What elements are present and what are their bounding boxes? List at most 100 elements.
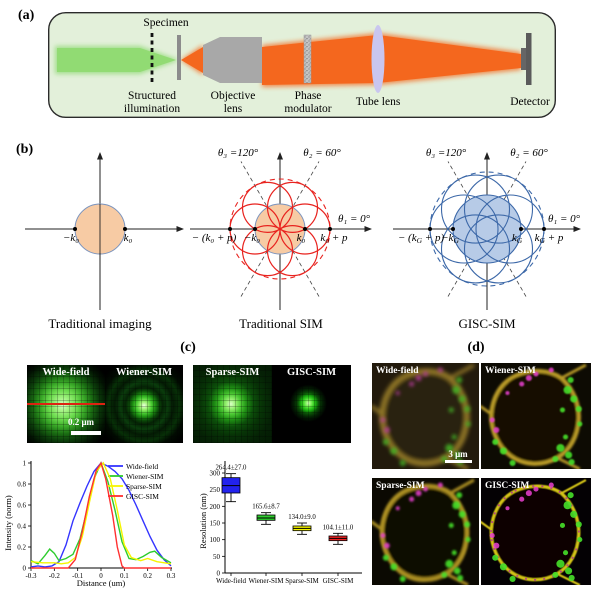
green-puncta	[492, 554, 499, 561]
green-puncta	[458, 395, 466, 403]
green-puncta	[567, 377, 574, 383]
x-tick-label: 0.1	[120, 572, 129, 580]
magenta-puncta	[493, 427, 500, 433]
green-puncta	[452, 501, 461, 510]
x-axis-label: Distance (um)	[77, 578, 126, 588]
k0-label: k₀	[297, 232, 306, 244]
emission-beam	[181, 33, 521, 87]
y-axis-label: Intensity (norm)	[3, 495, 13, 551]
cell-image-sparse-sim	[372, 478, 479, 585]
green-puncta	[390, 447, 398, 455]
shifted-otf-circles	[229, 181, 331, 277]
green-puncta	[382, 439, 389, 445]
psf-image-sparse-sim: Sparse-SIM	[193, 365, 272, 443]
magenta-puncta	[525, 375, 532, 381]
cell-sparse-label: Sparse-SIM	[376, 481, 425, 491]
structured-illumination-label-1: Structured	[128, 90, 176, 102]
mean-annotation: 104.1±11.0	[323, 524, 354, 531]
magenta-puncta	[525, 490, 532, 497]
green-puncta	[465, 537, 471, 543]
y-tick-label: 200	[210, 503, 221, 511]
cell-image-svg	[372, 363, 479, 469]
green-puncta	[552, 456, 559, 462]
magenta-puncta	[548, 367, 554, 373]
panel-a-label: (a)	[18, 8, 35, 23]
green-puncta	[499, 447, 507, 455]
theta3-label: θ₃ =120°	[426, 147, 467, 159]
tube-lens-shape	[371, 25, 385, 93]
kspace-traditional-imaging: −k₀ k₀ Traditional imaging	[25, 152, 184, 331]
y-tick-label: 0.4	[17, 523, 26, 531]
cell-widefield-label: Wide-field	[376, 366, 419, 376]
y-tick-label: 250	[210, 486, 221, 494]
mean-annotation: 165.6±8.7	[252, 504, 280, 511]
line-profile-marker	[27, 403, 105, 405]
green-puncta	[457, 574, 464, 581]
excitation-beam	[55, 46, 179, 74]
optical-setup-diagram: Specimen Structured illumination Objecti…	[48, 12, 556, 118]
cell-image-svg	[372, 478, 479, 585]
green-puncta	[464, 406, 471, 412]
psf-image-gisc-sim: GISC-SIM	[272, 365, 351, 443]
neg-k0-label: −k₀	[244, 232, 260, 244]
category-label: GISC-SIM	[323, 577, 355, 585]
x-tick-label: 0	[99, 572, 103, 580]
theta1-label: θ₁ = 0°	[548, 213, 581, 225]
kspace-diagrams: −k₀ k₀ Traditional imaging − (k₀ + p) −k…	[25, 147, 581, 331]
y-axis-label: Resolution (nm)	[198, 493, 208, 549]
cell-image-svg	[481, 478, 591, 585]
green-puncta	[567, 492, 574, 499]
y-tick-label: 0.8	[17, 481, 26, 489]
green-puncta	[575, 406, 582, 412]
magenta-puncta	[383, 542, 390, 549]
magenta-puncta	[533, 371, 539, 377]
k0p-label: k₀ + p	[320, 232, 348, 244]
green-puncta	[390, 563, 398, 571]
cell-branches	[372, 363, 475, 469]
y-tick-label: 0.6	[17, 502, 26, 510]
psf-gisc-label: GISC-SIM	[286, 367, 336, 378]
green-puncta	[509, 460, 516, 466]
cell-branches	[481, 363, 587, 469]
magenta-puncta	[423, 371, 428, 377]
green-puncta	[568, 574, 575, 581]
magenta-puncta	[548, 482, 554, 488]
cell-branches	[372, 478, 475, 585]
y-tick-label: 0	[217, 570, 221, 578]
x-tick-label: 0.3	[167, 572, 176, 580]
theta2-label: θ₂ = 60°	[303, 147, 341, 159]
green-puncta	[559, 407, 566, 413]
green-puncta	[562, 434, 569, 440]
x-tick-label: -0.3	[25, 572, 37, 580]
green-puncta	[399, 460, 406, 466]
magenta-puncta	[395, 506, 400, 511]
phase-modulator-label-2: modulator	[284, 103, 331, 115]
green-puncta	[458, 510, 466, 518]
phase-modulator-shape	[303, 34, 312, 84]
y-tick-label: 300	[210, 470, 221, 478]
green-puncta	[453, 451, 461, 459]
neg-kgp-label: − (kG + p)	[398, 232, 445, 245]
green-puncta	[499, 563, 507, 571]
green-puncta	[563, 501, 572, 510]
mean-annotation: 264.4±27.0	[216, 465, 248, 472]
green-puncta	[382, 554, 389, 561]
kgp-label: kG + p	[535, 232, 564, 245]
detector-shape	[521, 33, 532, 85]
magenta-puncta	[415, 490, 422, 497]
gisc-support-circle	[452, 194, 522, 264]
cell-image-widefield	[372, 363, 479, 469]
green-puncta	[448, 522, 454, 528]
y-tick-label: 50	[213, 553, 221, 561]
resolution-boxplot-chart: Resolution (nm) 0 50 100 150 200 250 300264.4±…	[198, 461, 362, 585]
green-puncta	[441, 571, 448, 578]
k0-label: k₀	[124, 232, 133, 244]
legend-label: Sparse-SIM	[126, 482, 162, 491]
green-puncta	[509, 575, 516, 582]
green-puncta	[464, 521, 471, 528]
y-tick-label: 0.2	[17, 544, 26, 552]
green-puncta	[568, 459, 575, 465]
psf-sparse-label: Sparse-SIM	[205, 367, 260, 378]
detector-label: Detector	[510, 96, 550, 108]
